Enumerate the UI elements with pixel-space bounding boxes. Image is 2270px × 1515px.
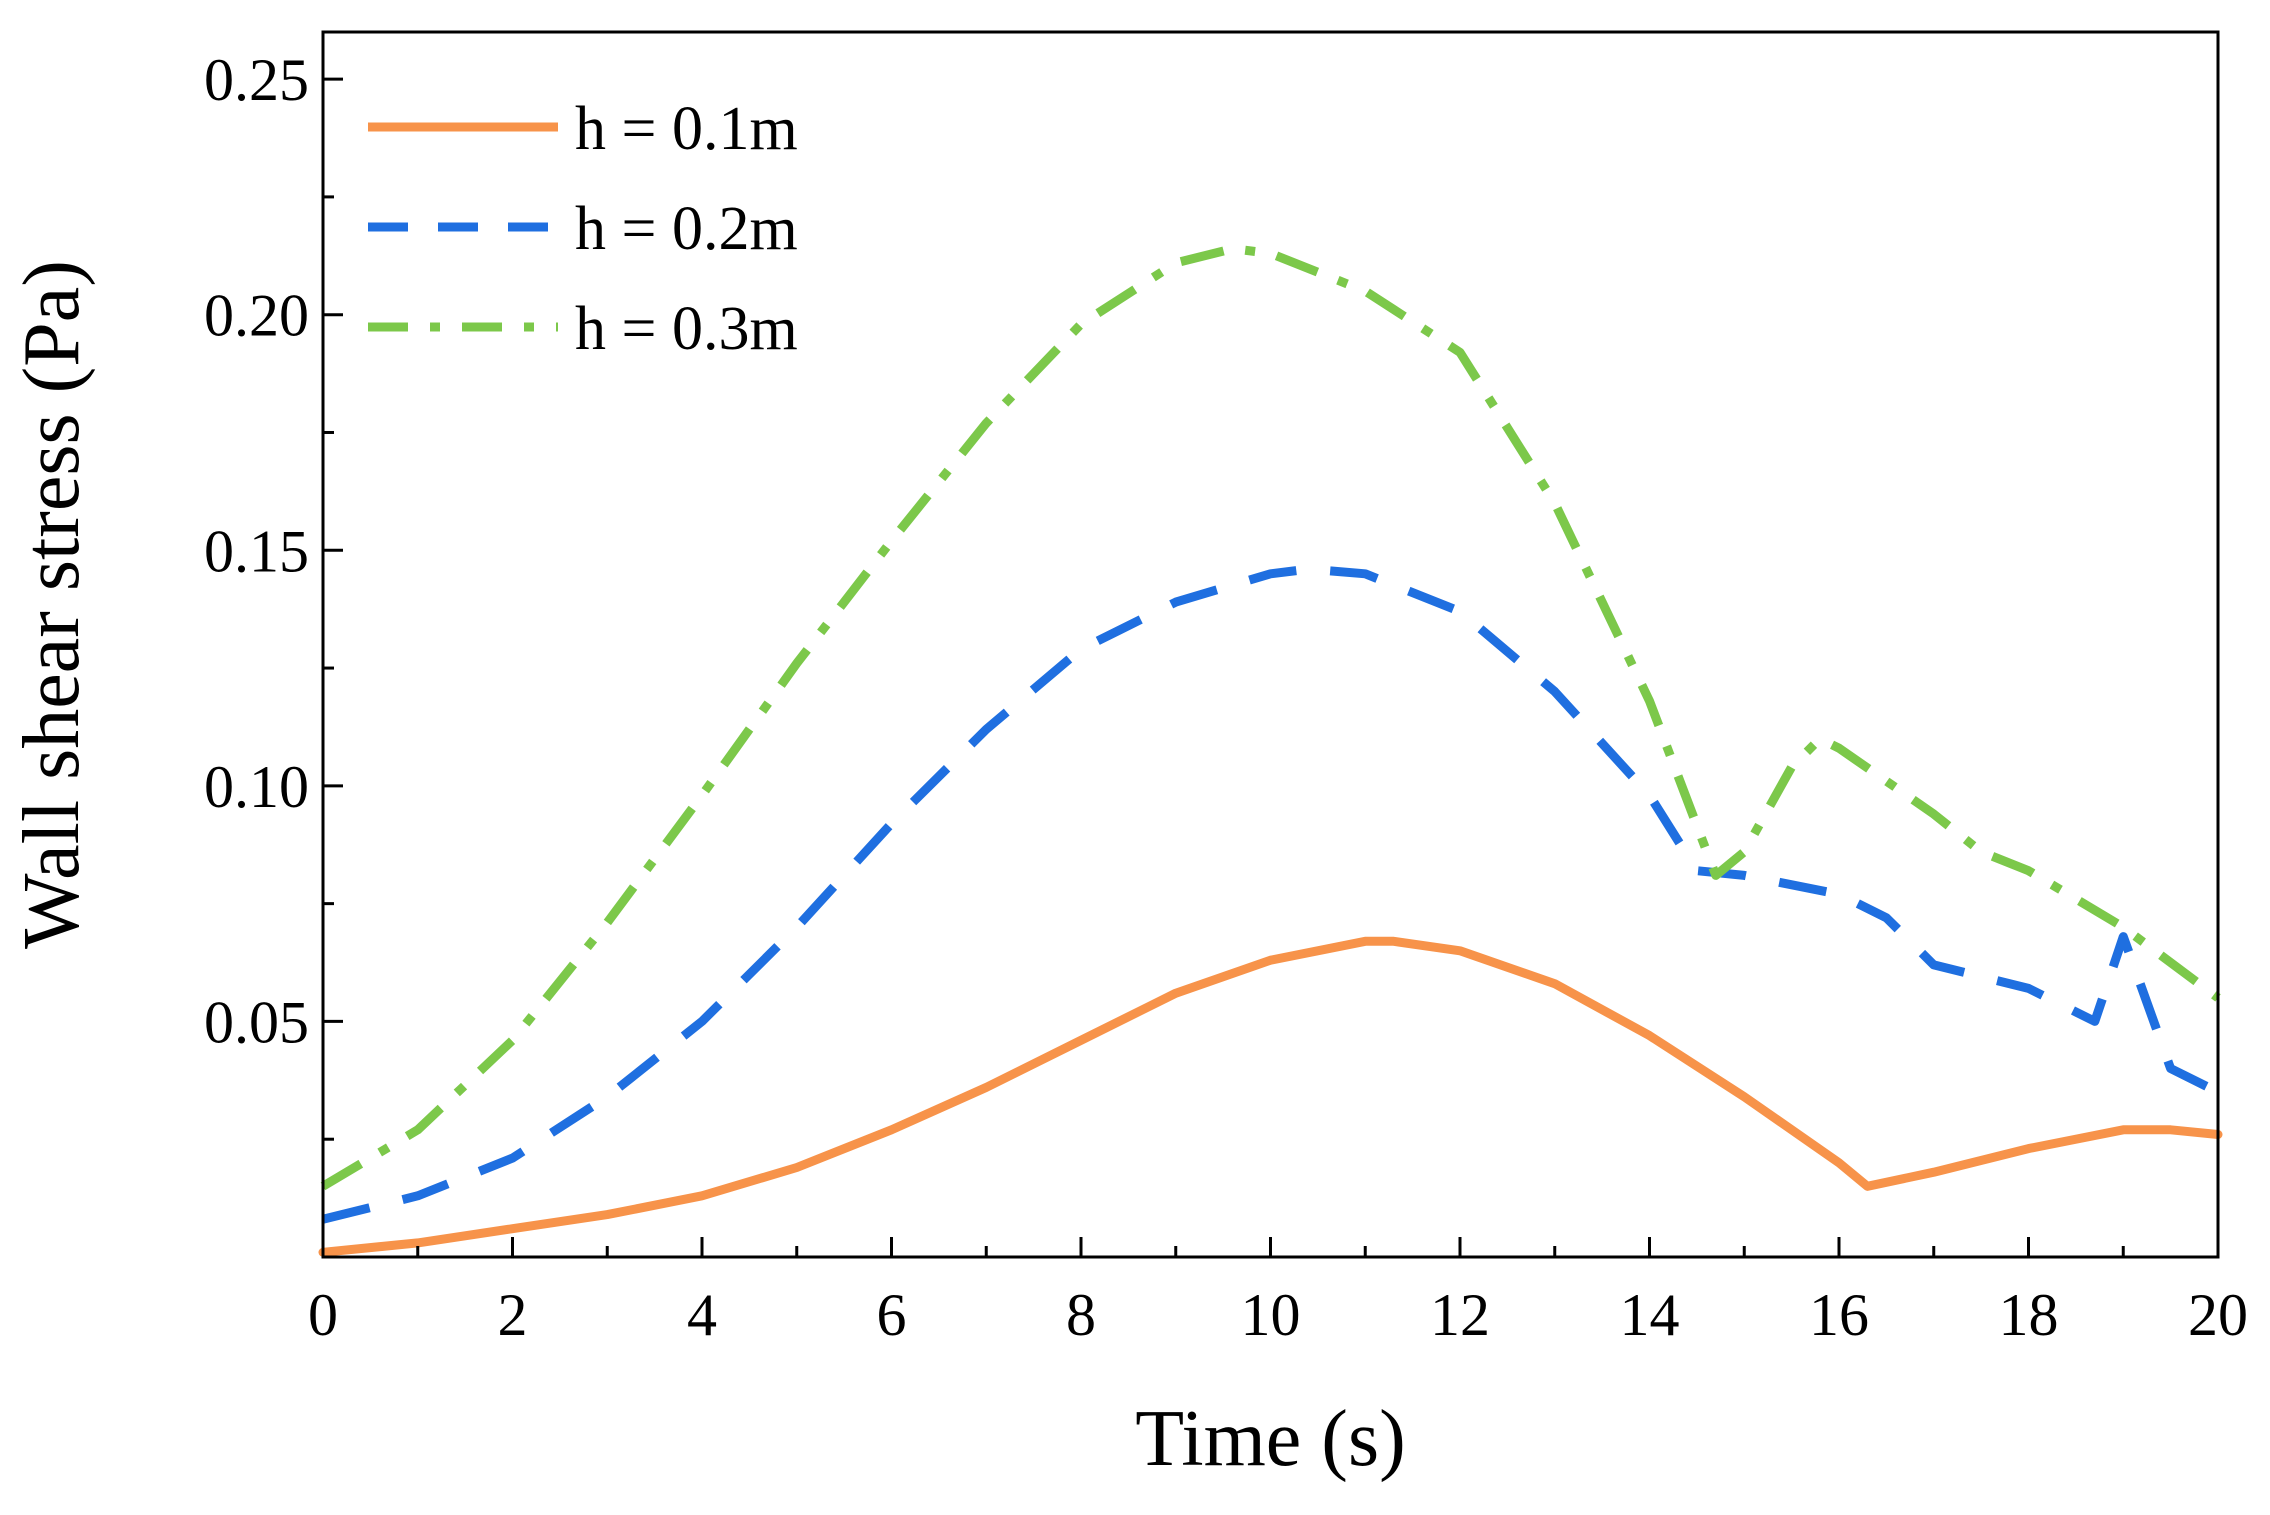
y-tick-label: 0.25 xyxy=(204,47,309,113)
x-tick-label: 12 xyxy=(1430,1282,1490,1348)
legend-label-3: h = 0.3m xyxy=(575,295,798,363)
legend-label-1: h = 0.1m xyxy=(575,95,798,163)
x-tick-label: 6 xyxy=(877,1282,907,1348)
series-layer xyxy=(318,244,2223,1257)
legend-label-2: h = 0.2m xyxy=(575,195,798,263)
y-axis-ticks xyxy=(323,77,343,1141)
legend: h = 0.1m h = 0.2m h = 0.3m xyxy=(368,95,798,363)
x-tick-label: 10 xyxy=(1241,1282,1301,1348)
x-tick-label: 4 xyxy=(687,1282,717,1348)
x-tick-label: 2 xyxy=(498,1282,528,1348)
x-tick-label: 18 xyxy=(1999,1282,2059,1348)
x-tick-label: 14 xyxy=(1620,1282,1680,1348)
x-tick-label: 16 xyxy=(1809,1282,1869,1348)
series-line-1 xyxy=(318,936,2223,1257)
y-tick-label: 0.10 xyxy=(204,754,309,820)
y-tick-label: 0.20 xyxy=(204,283,309,349)
y-axis-tick-labels: 0.05 0.10 0.15 0.20 0.25 xyxy=(204,47,309,1055)
y-tick-label: 0.05 xyxy=(204,989,309,1055)
y-tick-label: 0.15 xyxy=(204,518,309,584)
x-tick-label: 20 xyxy=(2188,1282,2248,1348)
series-line-3 xyxy=(320,244,2221,1191)
x-axis-ticks xyxy=(321,1237,2220,1257)
y-axis-title: Wall shear stress (Pa) xyxy=(8,260,96,949)
x-axis-tick-labels: 0 2 4 6 8 10 12 14 16 18 20 xyxy=(308,1282,2248,1348)
x-tick-label: 0 xyxy=(308,1282,338,1348)
x-tick-label: 8 xyxy=(1066,1282,1096,1348)
x-axis-title: Time (s) xyxy=(1135,1395,1405,1483)
series-line-2 xyxy=(321,564,2221,1224)
